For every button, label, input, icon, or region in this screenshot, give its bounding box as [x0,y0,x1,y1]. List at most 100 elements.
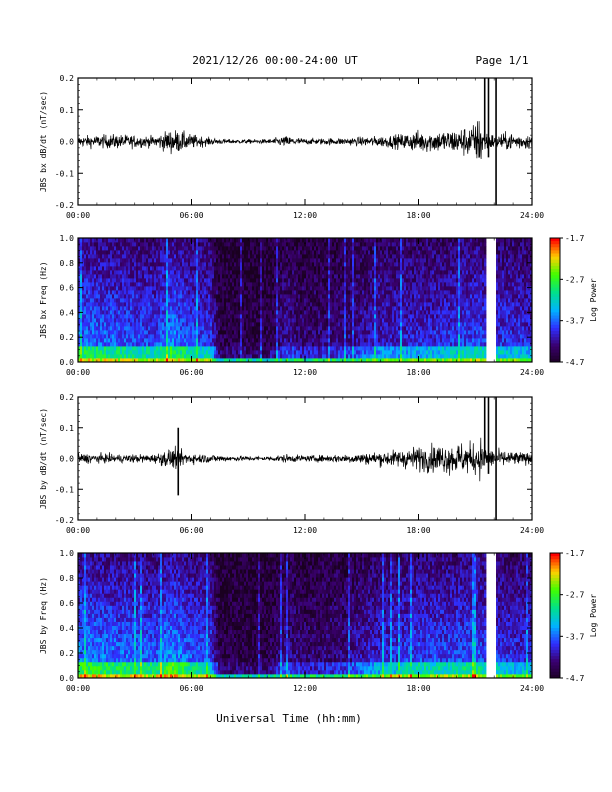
spectrogram-cell [156,282,159,287]
spectrogram-cell [102,286,105,291]
spectrogram-cell [120,310,123,315]
spectrogram-cell [132,306,135,311]
spectrogram-cell [170,326,173,331]
spectrogram-cell [92,274,95,279]
spectrogram-cell [148,246,151,251]
spectrogram-cell [130,286,133,291]
spectrogram-cell [152,266,155,271]
spectrogram-cell [166,318,169,323]
spectrogram-cell [114,310,117,315]
spectrogram-cell [130,298,133,303]
spectrogram-cell [84,266,87,271]
spectrogram-cell [100,246,103,251]
spectrogram-cell [146,290,149,295]
spectrogram-cell [94,298,97,303]
spectrogram-cell [88,290,91,295]
spectrogram-cell [166,250,169,255]
spectrogram-cell [80,298,83,303]
spectrogram-cell [120,294,123,299]
x-tick-label: 18:00 [406,211,430,220]
spectrogram-cell [160,294,163,299]
spectrogram-cell [166,342,169,347]
spectrogram-cell [140,314,143,319]
spectrogram-cell [112,342,115,347]
spectrogram-cell [80,274,83,279]
spectrogram-cell [98,278,101,283]
spectrogram-cell [154,266,157,271]
spectrogram-cell [124,298,127,303]
spectrogram-cell [152,358,155,363]
spectrogram-cell [172,318,175,323]
spectrogram-cell [142,262,145,267]
spectrogram-cell [156,298,159,303]
spectrogram-cell [132,334,135,339]
spectrogram-cell [142,314,145,319]
spectrogram-cell [148,262,151,267]
spectrogram-cell [154,298,157,303]
spectrogram-cell [156,326,159,331]
spectrogram-cell [134,318,137,323]
spectrogram-cell [84,306,87,311]
spectrogram-cell [164,318,167,323]
spectrogram-cell [162,310,165,315]
spectrogram-cell [104,310,107,315]
spectrogram-cell [166,326,169,331]
spectrogram-cell [98,282,101,287]
spectrogram-cell [144,302,147,307]
spectrogram-cell [82,358,85,363]
spectrogram-cell [138,262,141,267]
spectrogram-cell [166,262,169,267]
spectrogram-cell [144,314,147,319]
spectrogram-cell [146,350,149,355]
spectrogram-cell [94,326,97,331]
spectrogram-cell [152,294,155,299]
spectrogram-cell [90,350,93,355]
spectrogram-cell [106,346,109,351]
spectrogram-cell [148,322,151,327]
y-tick-label: 0.0 [60,138,75,147]
spectrogram-cell [96,282,99,287]
spectrogram-cell [162,358,165,363]
spectrogram-cell [118,262,121,267]
spectrogram-cell [124,346,127,351]
spectrogram-cell [144,278,147,283]
spectrogram-cell [166,294,169,299]
spectrogram-cell [170,290,173,295]
spectrogram-cell [94,310,97,315]
spectrogram-cell [144,358,147,363]
spectrogram-cell [96,334,99,339]
spectrogram-cell [108,306,111,311]
spectrogram-cell [126,354,129,359]
spectrogram-cell [144,250,147,255]
spectrogram-cell [128,282,131,287]
spectrogram-cell [112,306,115,311]
spectrogram-cell [146,330,149,335]
spectrogram-cell [130,346,133,351]
spectrogram-cell [150,318,153,323]
spectrogram-cell [168,242,171,247]
spectrogram-cell [160,354,163,359]
spectrogram-cell [132,242,135,247]
spectrogram-cell [140,354,143,359]
spectrogram-cell [110,322,113,327]
spectrogram-cell [146,250,149,255]
spectrogram-cell [110,298,113,303]
spectrogram-cell [158,278,161,283]
spectrogram-cell [102,346,105,351]
spectrogram-cell [168,310,171,315]
spectrogram-cell [156,310,159,315]
spectrogram-cell [150,258,153,263]
spectrogram-cell [122,258,125,263]
spectrogram-cell [118,302,121,307]
spectrogram-cell [102,250,105,255]
spectrogram-cell [146,270,149,275]
spectrogram-cell [114,290,117,295]
spectrogram-cell [148,274,151,279]
spectrogram-cell [114,246,117,251]
spectrogram-cell [172,342,175,347]
spectrogram-cell [148,318,151,323]
spectrogram-cell [162,302,165,307]
spectrogram-cell [140,258,143,263]
spectrogram-cell [152,254,155,259]
spectrogram-cell [156,286,159,291]
